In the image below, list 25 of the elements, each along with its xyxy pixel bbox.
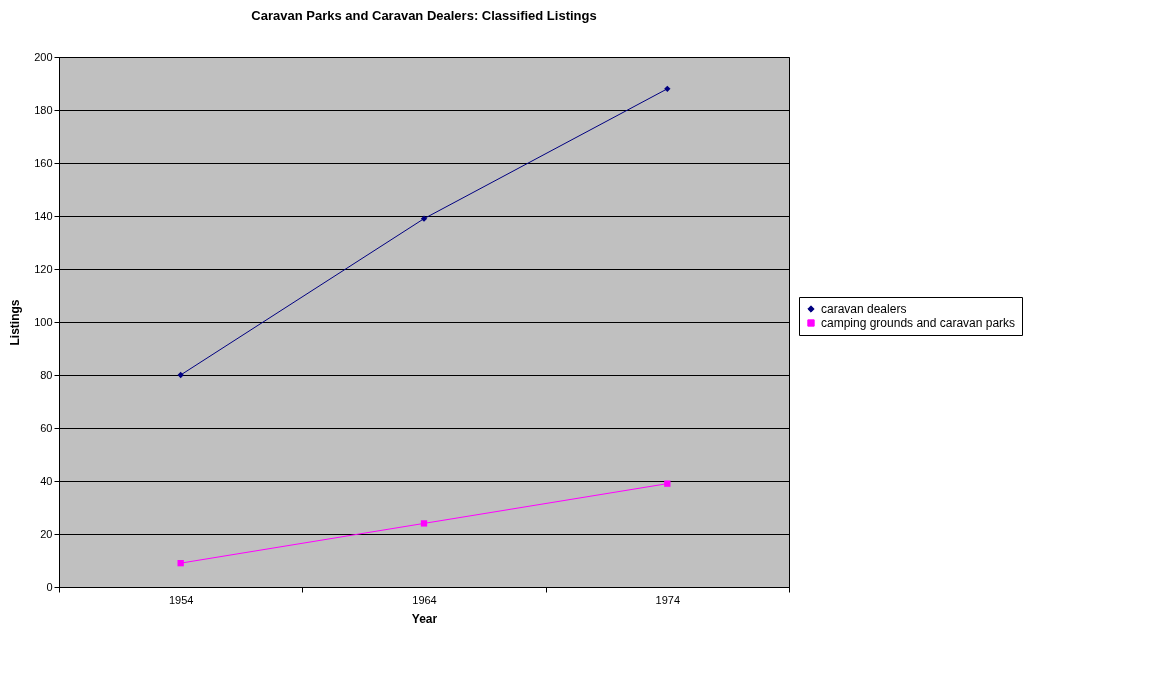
- y-tick-label: 160: [34, 156, 53, 169]
- chart-title: Caravan Parks and Caravan Dealers: Classified Listings: [251, 8, 597, 23]
- point: [664, 480, 671, 487]
- y-axis-title: Listings: [8, 299, 23, 346]
- y-tick-label: 0: [46, 580, 53, 593]
- y-tick-label: 100: [34, 315, 53, 328]
- y-tick-label: 120: [34, 262, 53, 275]
- x-tick-label: 1964: [412, 593, 437, 606]
- y-tick-label: 20: [40, 527, 53, 540]
- legend-label: caravan dealers: [821, 302, 907, 316]
- y-tick-label: 140: [34, 209, 53, 222]
- y-tick-label: 60: [40, 421, 53, 434]
- y-tick-label: 80: [40, 368, 53, 381]
- y-tick-label: 200: [34, 50, 53, 63]
- legend-label: camping grounds and caravan parks: [821, 316, 1016, 330]
- point: [420, 215, 428, 222]
- y-tick-label: 180: [34, 103, 53, 116]
- point: [177, 559, 184, 567]
- point: [177, 371, 184, 379]
- point: [420, 520, 428, 527]
- y-tick-label: 40: [40, 474, 53, 487]
- x-axis-title: Year: [411, 611, 438, 626]
- point: [664, 85, 671, 92]
- x-tick-label: 1974: [655, 593, 681, 606]
- x-tick-label: 1954: [168, 593, 194, 606]
